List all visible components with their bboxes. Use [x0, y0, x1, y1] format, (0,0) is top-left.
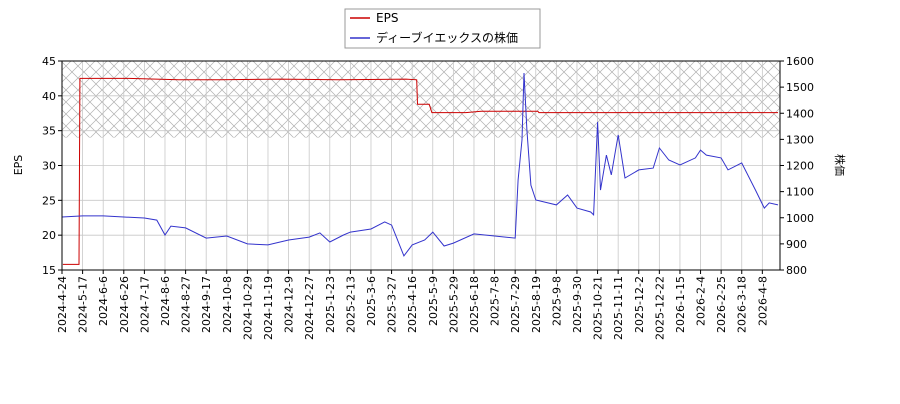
y2-tick-label: 1200 — [786, 160, 814, 173]
series-line — [62, 77, 778, 265]
x-tick-label: 2025-8-19 — [530, 276, 543, 333]
x-tick-label: 2024-8-6 — [159, 276, 172, 326]
series-line — [61, 72, 779, 257]
x-tick-label: 2026-3-18 — [736, 276, 749, 333]
y-axis-label: EPS — [12, 155, 25, 176]
x-tick-label: 2024-6-26 — [118, 276, 131, 333]
shaded-range — [62, 61, 780, 138]
y2-tick-label: 900 — [786, 238, 807, 251]
y2-tick-label: 1600 — [786, 55, 814, 68]
x-tick-label: 2024-12-27 — [303, 276, 316, 340]
x-tick-label: 2024-7-17 — [138, 276, 151, 333]
x-tick-label: 2026-2-25 — [715, 276, 728, 333]
y-tick-label: 25 — [42, 194, 56, 207]
x-tick-label: 2025-4-16 — [406, 276, 419, 333]
y2-tick-label: 1400 — [786, 107, 814, 120]
x-tick-label: 2024-8-27 — [180, 276, 193, 333]
y2-tick-label: 800 — [786, 264, 807, 277]
x-tick-label: 2025-3-6 — [365, 276, 378, 326]
x-tick-label: 2026-1-15 — [674, 276, 687, 333]
x-tick-label: 2025-12-22 — [653, 276, 666, 340]
x-tick-label: 2025-10-21 — [592, 276, 605, 340]
x-tick-label: 2025-7-29 — [509, 276, 522, 333]
legend-label: EPS — [376, 11, 398, 25]
x-tick-label: 2024-4-24 — [56, 276, 69, 333]
x-tick-label: 2025-7-8 — [489, 276, 502, 326]
x-tick-label: 2025-6-18 — [468, 276, 481, 333]
x-tick-label: 2024-10-8 — [221, 276, 234, 333]
x-tick-label: 2025-11-11 — [612, 276, 625, 340]
x-tick-label: 2025-5-29 — [447, 276, 460, 333]
legend: EPS ディーブイエックスの株価 — [344, 8, 541, 49]
x-tick-label: 2025-1-23 — [324, 276, 337, 333]
y2-tick-label: 1500 — [786, 81, 814, 94]
y-tick-label: 20 — [42, 229, 56, 242]
y2-tick-label: 1100 — [786, 186, 814, 199]
y2-tick-label: 1300 — [786, 133, 814, 146]
legend-label: ディーブイエックスの株価 — [376, 30, 518, 45]
x-tick-label: 2025-2-13 — [344, 276, 357, 333]
x-tick-label: 2024-12-9 — [283, 276, 296, 333]
y-tick-label: 35 — [42, 125, 56, 138]
legend-box — [344, 8, 541, 49]
x-tick-label: 2025-12-2 — [633, 276, 646, 333]
x-tick-label: 2025-5-9 — [427, 276, 440, 326]
x-tick-label: 2024-5-17 — [77, 276, 90, 333]
x-tick-label: 2024-11-19 — [262, 276, 275, 340]
y-tick-label: 45 — [42, 55, 56, 68]
y2-tick-label: 1000 — [786, 212, 814, 225]
x-tick-label: 2025-9-30 — [571, 276, 584, 333]
x-tick-label: 2025-9-8 — [550, 276, 563, 326]
y-tick-label: 40 — [42, 90, 56, 103]
x-tick-label: 2026-2-4 — [695, 276, 708, 326]
x-tick-label: 2024-10-29 — [241, 276, 254, 340]
x-tick-label: 2025-3-27 — [386, 276, 399, 333]
x-tick-label: 2024-9-17 — [200, 276, 213, 333]
y-tick-label: 30 — [42, 160, 56, 173]
x-tick-label: 2024-6-6 — [97, 276, 110, 326]
y-tick-label: 15 — [42, 264, 56, 277]
y2-axis-label: 株価 — [833, 154, 847, 176]
plot-area — [61, 60, 780, 271]
x-tick-label: 2026-4-8 — [756, 276, 769, 326]
